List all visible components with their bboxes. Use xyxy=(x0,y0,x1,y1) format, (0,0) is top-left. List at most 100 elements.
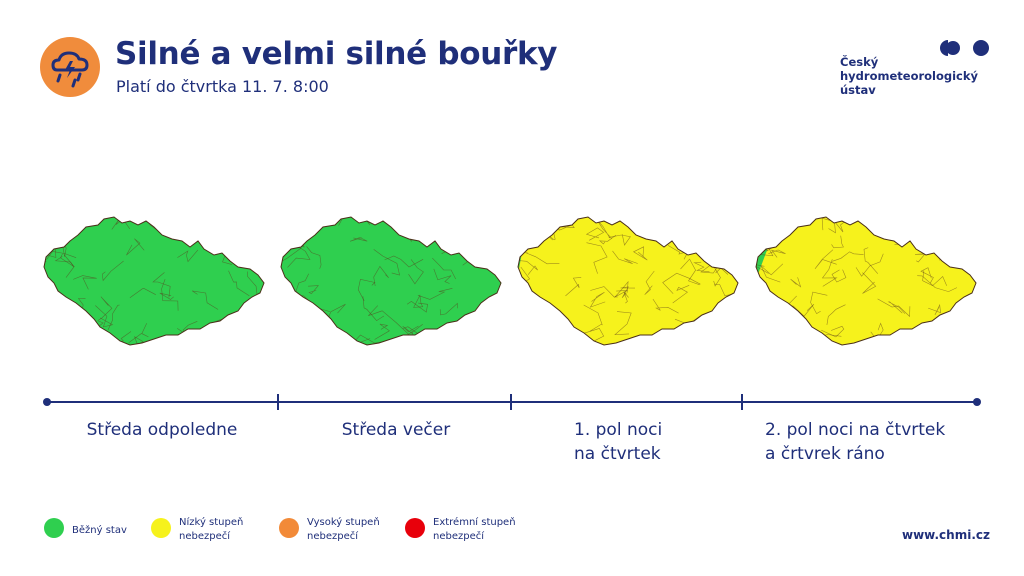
district-boundary xyxy=(760,263,784,283)
district-boundary xyxy=(643,357,652,366)
district-boundary xyxy=(357,278,376,301)
district-boundary xyxy=(806,206,830,217)
district-boundary xyxy=(855,253,884,277)
country-outline xyxy=(280,216,502,346)
district-boundary xyxy=(589,292,606,308)
legend-label: Extrémní stupeň nebezpečí xyxy=(433,516,516,544)
country-outline xyxy=(517,216,739,346)
district-boundary xyxy=(631,364,662,365)
district-boundary xyxy=(289,324,306,341)
district-boundary xyxy=(498,340,501,345)
district-boundary xyxy=(831,235,844,249)
district-boundary xyxy=(433,268,452,284)
website-link[interactable]: www.chmi.cz xyxy=(902,528,990,542)
legend-label-line: Nízký stupeň xyxy=(179,517,244,528)
district-boundary xyxy=(316,323,331,340)
district-boundary xyxy=(100,217,130,229)
period-label-line: 1. pol noci xyxy=(574,420,663,440)
period-label-line: Středa večer xyxy=(341,420,451,440)
chmi-logo-text: Český hydrometeorologický ústav xyxy=(840,55,978,97)
district-boundary xyxy=(358,352,391,365)
district-boundary xyxy=(251,256,264,266)
district-boundary xyxy=(155,217,171,220)
district-boundary xyxy=(922,270,947,287)
district-boundary xyxy=(161,278,179,311)
district-boundary xyxy=(60,253,75,268)
district-boundary xyxy=(439,302,458,316)
district-boundary xyxy=(832,251,864,262)
district-boundary xyxy=(384,255,424,268)
district-boundary xyxy=(191,290,219,310)
district-boundary xyxy=(709,224,732,247)
district-boundary xyxy=(469,339,482,345)
district-boundary xyxy=(583,304,603,332)
district-boundary xyxy=(93,342,120,345)
district-boundary xyxy=(63,319,77,333)
district-boundary xyxy=(207,225,239,256)
district-boundary xyxy=(413,294,424,308)
timeline xyxy=(43,394,981,410)
district-boundary xyxy=(129,205,157,213)
district-boundary xyxy=(644,270,655,295)
district-boundary xyxy=(862,272,877,294)
district-boundary xyxy=(585,227,605,241)
legend-label-line: nebezpečí xyxy=(307,531,359,542)
district-boundary xyxy=(82,217,99,225)
district-boundary xyxy=(294,350,313,365)
district-boundary xyxy=(144,217,171,224)
district-boundary xyxy=(232,312,247,330)
district-boundary xyxy=(790,277,802,288)
district-boundary xyxy=(863,247,879,274)
district-boundary xyxy=(565,277,582,297)
district-boundary xyxy=(761,318,773,332)
map-wednesday-afternoon xyxy=(43,205,265,346)
district-boundary xyxy=(327,205,367,210)
district-boundary xyxy=(385,349,414,361)
district-boundary xyxy=(417,288,453,300)
district-boundary xyxy=(440,325,464,338)
district-boundary xyxy=(129,288,156,299)
district-boundary xyxy=(953,205,970,213)
period-label-line: na čtvrtek xyxy=(574,444,661,464)
district-boundary xyxy=(332,338,371,345)
district-boundary xyxy=(765,217,791,239)
district-boundary xyxy=(306,246,322,269)
district-boundary xyxy=(680,223,697,240)
map-first-half-night xyxy=(517,216,739,366)
legend-swatch-orange xyxy=(279,518,299,538)
district-boundary xyxy=(768,249,786,258)
district-boundary xyxy=(528,351,545,365)
thunderstorm-icon xyxy=(40,37,100,97)
district-boundary xyxy=(614,311,632,336)
district-boundary xyxy=(73,275,97,290)
district-boundary xyxy=(44,284,49,298)
district-boundary xyxy=(953,217,976,225)
logo-line: hydrometeorologický xyxy=(840,69,979,83)
district-boundary xyxy=(128,323,149,343)
country-outline xyxy=(43,216,265,346)
district-boundary xyxy=(877,298,911,318)
district-boundary xyxy=(556,328,570,345)
district-boundary xyxy=(373,249,401,276)
district-boundary xyxy=(964,224,976,235)
district-boundary xyxy=(917,275,958,292)
country-outline xyxy=(755,216,977,346)
page-title: Silné a velmi silné bouřky xyxy=(115,36,558,72)
district-boundary xyxy=(754,205,761,208)
district-boundary xyxy=(490,318,501,331)
district-boundary xyxy=(590,286,628,298)
legend-label: Nízký stupeň nebezpečí xyxy=(179,516,243,544)
district-boundary xyxy=(101,260,124,282)
district-boundary xyxy=(213,238,227,253)
district-boundary xyxy=(764,327,791,339)
map-wednesday-evening xyxy=(280,205,502,365)
district-boundary xyxy=(177,249,199,263)
district-boundary xyxy=(281,235,305,248)
district-boundary xyxy=(756,230,769,251)
district-boundary xyxy=(614,280,629,298)
district-boundary xyxy=(368,305,409,335)
district-boundary xyxy=(916,223,935,243)
district-boundary xyxy=(388,217,403,222)
legend-label-line: Vysoký stupeň xyxy=(307,517,380,528)
map-second-half-night xyxy=(754,205,977,346)
